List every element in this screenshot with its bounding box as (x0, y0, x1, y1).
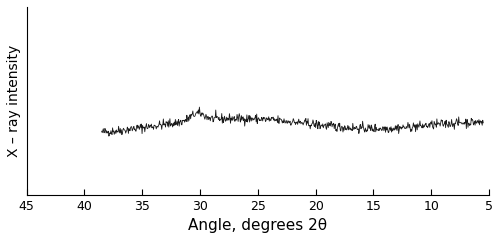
X-axis label: Angle, degrees 2θ: Angle, degrees 2θ (188, 218, 328, 233)
Y-axis label: X – ray intensity: X – ray intensity (7, 45, 21, 157)
